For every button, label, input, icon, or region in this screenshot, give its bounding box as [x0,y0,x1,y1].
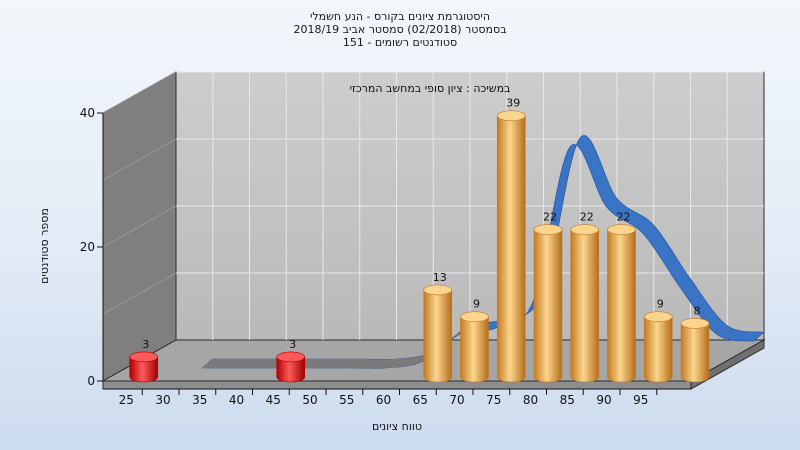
bar: 9 [643,298,673,383]
bar-body [496,115,526,383]
x-tick-label: 25 [119,393,134,407]
bar-top [570,224,600,235]
bar-value-label: 9 [473,298,480,311]
title-line-1: היסטוגרמת ציונים בקורס - הנע חשמלי [309,10,491,23]
bars-layer: 3 3 13 9 39 22 22 22 9 8 [129,97,710,383]
bar-top [460,311,489,323]
axes-layer: 0 20 40 25 30 35 40 45 50 55 60 65 70 75 80 85 90 95 [80,106,691,407]
x-tick-label: 70 [449,393,464,407]
grid-line [102,71,177,114]
bar-body [570,229,600,383]
bar: 8 [680,304,710,383]
bar: 3 [276,338,306,383]
bar: 22 [607,211,636,383]
bar-body [276,356,306,383]
bar-value-label: 22 [543,211,557,224]
bar-body [129,356,159,383]
x-tick-label: 85 [560,393,575,407]
x-tick-label: 55 [339,393,354,407]
bar-body [460,316,489,383]
bar: 22 [533,211,563,383]
curve-ribbon-shadow [202,331,460,369]
bar-value-label: 3 [289,338,296,351]
bar: 22 [570,211,600,383]
bar-value-label: 9 [657,298,664,311]
title-line-2: בסמסטר (02/2018) סמסטר אביב 2018/19 [293,23,507,36]
x-tick-label: 90 [596,393,611,407]
x-axis-label: טווח ציונים [372,420,422,433]
bar-body [607,229,636,383]
bar-top [643,311,673,323]
grid-line [102,138,177,181]
bar: 3 [129,338,159,383]
x-tick-label: 60 [376,393,391,407]
bar-body [643,316,673,383]
y-tick-label: 40 [80,106,95,120]
x-tick-label: 50 [302,393,317,407]
x-tick-label: 80 [523,393,538,407]
y-tick-label: 20 [80,240,95,254]
bar-top [607,224,636,235]
bar-value-label: 22 [580,211,594,224]
y-axis-label: מספר סטודנטים [38,208,51,284]
bar-top [533,224,563,235]
x-tick-label: 30 [155,393,170,407]
bar: 13 [423,271,453,383]
bar-value-label: 39 [506,97,520,110]
x-tick-label: 95 [633,393,648,407]
bar-top [423,284,453,296]
annotation: במשיכה : ציון סופי במחשב המרכזי [350,82,511,95]
distribution-curve [201,135,765,369]
bar-top [680,318,710,329]
bar-value-label: 8 [694,304,701,317]
x-tick-label: 45 [266,393,281,407]
bar-value-label: 13 [433,271,447,284]
bar: 39 [496,97,526,383]
bar: 9 [460,298,489,383]
x-tick-label: 75 [486,393,501,407]
title-line-3: סטודנטים רשומים - 151 [342,36,458,49]
bar-top [276,351,306,363]
x-tick-label: 35 [192,393,207,407]
grid-line [102,205,177,248]
y-tick-label: 0 [87,374,95,388]
floor-front-edge [102,380,692,390]
x-tick-label: 65 [413,393,428,407]
x-tick-label: 40 [229,393,244,407]
bar-top [129,351,159,363]
bar-body [423,289,453,383]
bar-top [496,110,526,121]
bar-body [680,323,710,383]
bar-body [533,229,563,383]
chart-title: היסטוגרמת ציונים בקורס - הנע חשמלי בסמסט… [0,10,800,49]
grid-line [102,272,177,315]
bar-value-label: 3 [142,338,149,351]
bar-value-label: 22 [617,211,631,224]
